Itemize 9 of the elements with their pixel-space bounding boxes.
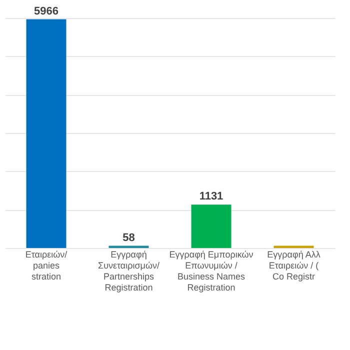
bar <box>191 204 232 248</box>
x-tick-label: Εγγραφή Συνεταιρισμών/ Partnerships Registration <box>98 250 160 292</box>
x-tick-label: Εταιρειών/ panies stration <box>25 250 68 282</box>
bar <box>26 19 66 248</box>
data-label: 58 <box>122 232 135 244</box>
data-label: 1131 <box>199 190 224 203</box>
x-tick-label: Εγγραφή Εμπορικών Επωνυμιών / Business Names Registration <box>169 250 254 292</box>
x-tick-label: Εγγραφή Αλλ Εταιρειών / ( Co Registr <box>267 250 321 282</box>
data-label: 5966 <box>34 5 58 18</box>
